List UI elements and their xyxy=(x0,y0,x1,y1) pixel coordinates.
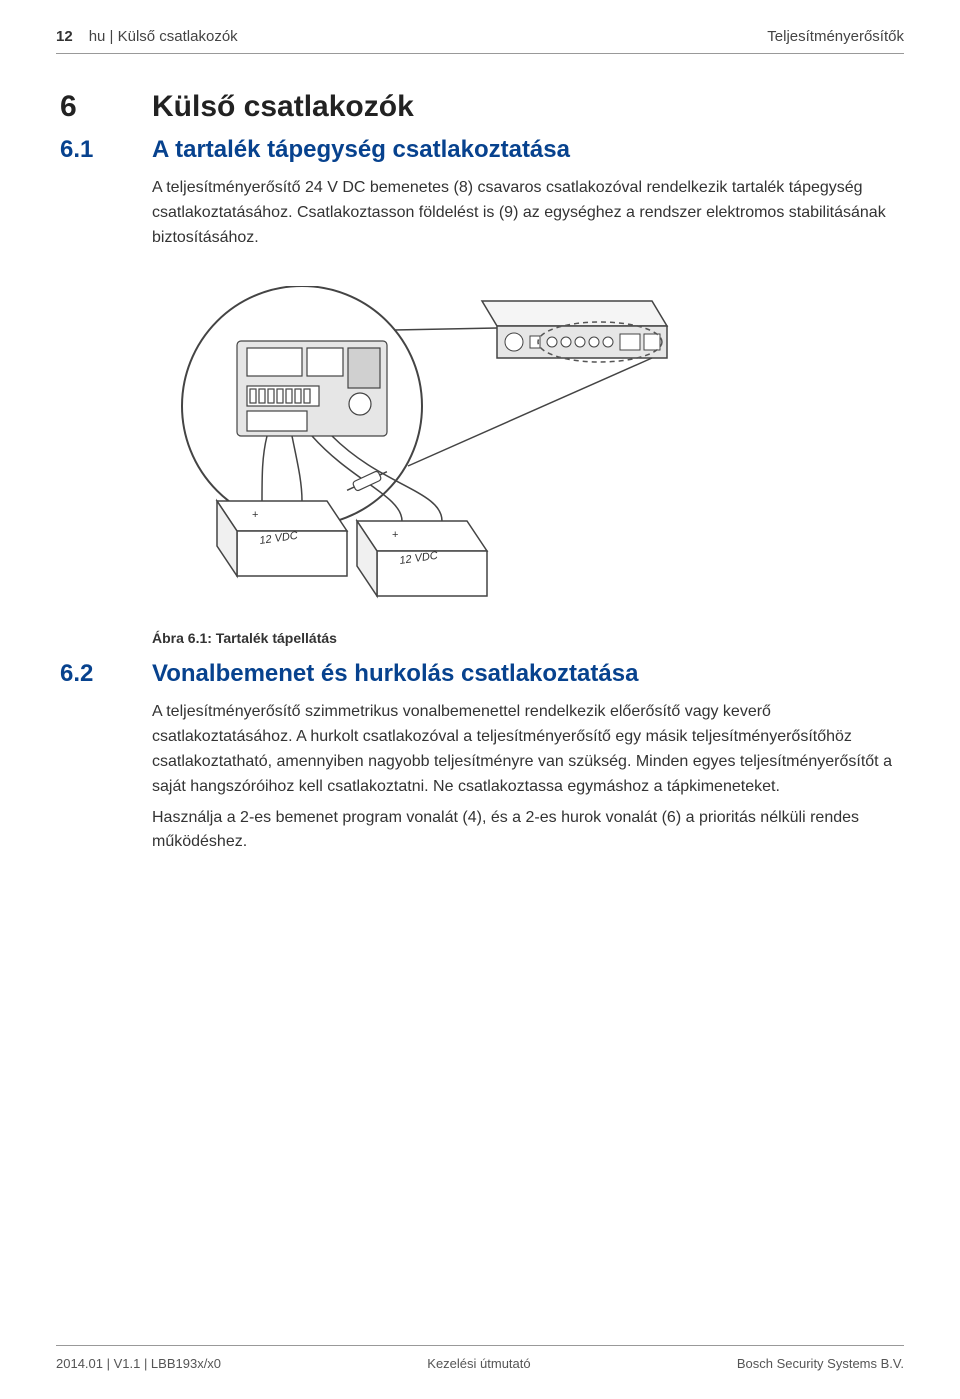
section-6-2-paragraph-1: A teljesítményerősítő szimmetrikus vonal… xyxy=(152,700,904,799)
plus-label-2: + xyxy=(392,529,398,541)
section-6-2-paragraph-2: Használja a 2-es bemenet program vonalát… xyxy=(152,806,904,856)
plus-label: + xyxy=(252,509,258,521)
section-6-1-body: A teljesítményerősítő 24 V DC bemenetes … xyxy=(152,176,904,250)
section-6-2-body: A teljesítményerősítő szimmetrikus vonal… xyxy=(152,700,904,855)
section-6-heading: 6 Külső csatlakozók xyxy=(60,90,904,124)
page-footer: 2014.01 | V1.1 | LBB193x/x0 Kezelési útm… xyxy=(56,1345,904,1371)
footer-left: 2014.01 | V1.1 | LBB193x/x0 xyxy=(56,1356,221,1371)
header-right-text: Teljesítményerősítők xyxy=(767,28,904,45)
section-6-1-paragraph: A teljesítményerősítő 24 V DC bemenetes … xyxy=(152,176,904,250)
page-content: 6 Külső csatlakozók 6.1 A tartalék tápeg… xyxy=(56,90,904,855)
page-header: 12 hu | Külső csatlakozók Teljesítményer… xyxy=(56,28,904,54)
section-6-1-title: A tartalék tápegység csatlakoztatása xyxy=(152,136,570,164)
footer-right: Bosch Security Systems B.V. xyxy=(737,1356,904,1371)
section-6-title: Külső csatlakozók xyxy=(152,90,414,124)
footer-center: Kezelési útmutató xyxy=(427,1356,530,1371)
section-6-2-title: Vonalbemenet és hurkolás csatlakoztatása xyxy=(152,660,638,688)
header-left: 12 hu | Külső csatlakozók xyxy=(56,28,238,45)
breadcrumb: hu | Külső csatlakozók xyxy=(89,28,238,45)
section-6-1-heading: 6.1 A tartalék tápegység csatlakoztatása xyxy=(60,136,904,164)
wiring-diagram-icon: + 12 VDC + 12 VDC xyxy=(152,286,672,606)
section-6-2-number: 6.2 xyxy=(60,660,116,688)
figure-6-1: + 12 VDC + 12 VDC xyxy=(152,286,672,606)
section-6-number: 6 xyxy=(60,90,116,124)
figure-6-1-caption: Ábra 6.1: Tartalék tápellátás xyxy=(152,630,904,646)
section-6-2-heading: 6.2 Vonalbemenet és hurkolás csatlakozta… xyxy=(60,660,904,688)
page-number: 12 xyxy=(56,28,73,45)
section-6-1-number: 6.1 xyxy=(60,136,116,164)
